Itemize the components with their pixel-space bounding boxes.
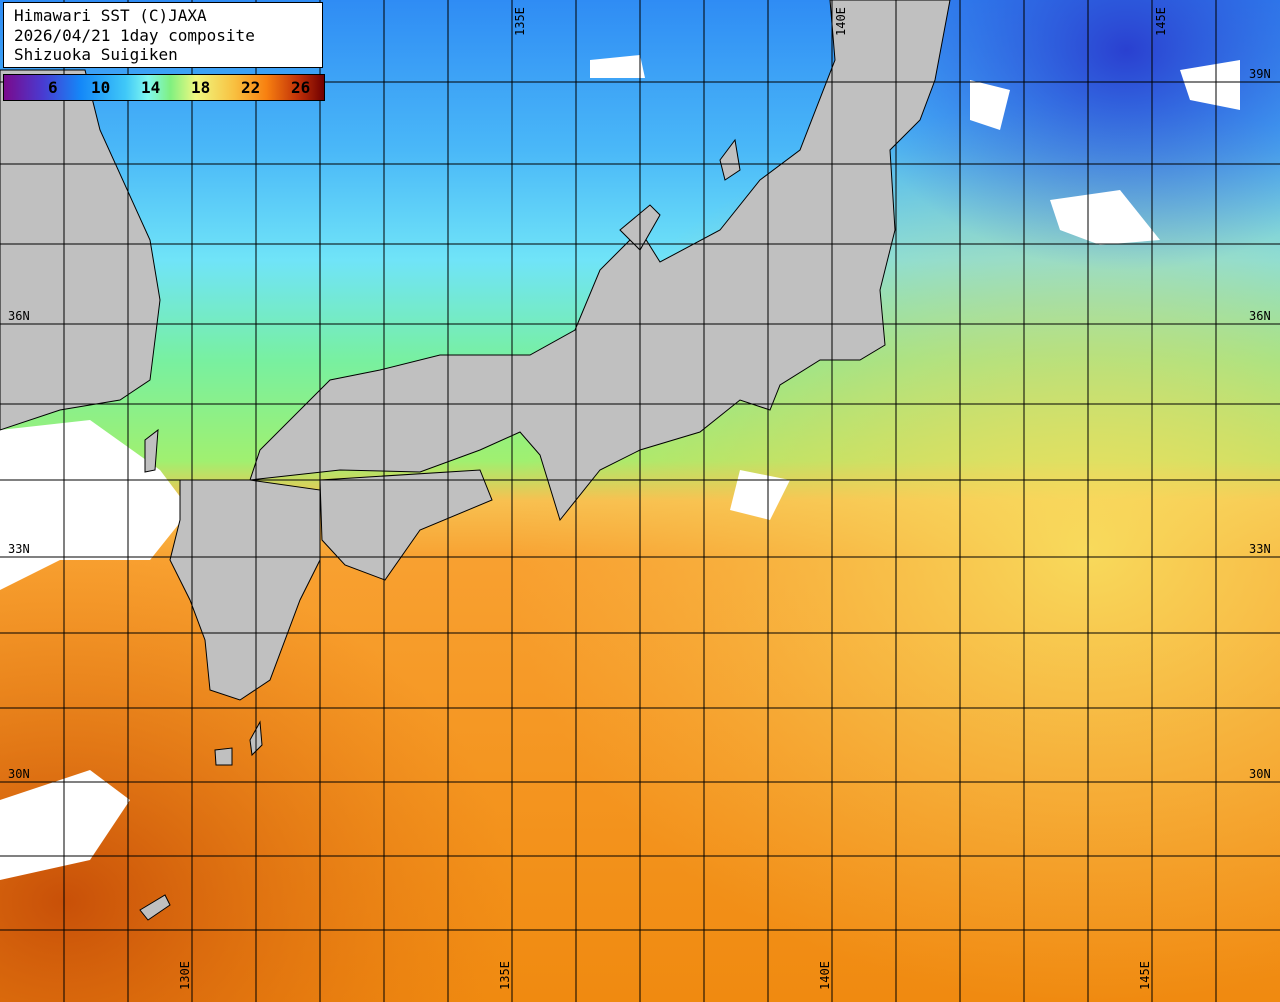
lon-label-135e-bottom: 135E (498, 961, 512, 990)
title-box: Himawari SST (C)JAXA 2026/04/21 1day com… (3, 2, 323, 68)
longitude-labels: 135E 140E 145E 130E 135E 140E 145E (178, 7, 1168, 990)
colorbar-tick: 26 (291, 78, 311, 97)
title-line-date: 2026/04/21 1day composite (14, 25, 255, 45)
temperature-colorbar: 6 10 14 18 22 26 (3, 74, 325, 101)
lon-label-140e-top: 140E (834, 7, 848, 36)
land-tsushima (144, 428, 159, 473)
latitude-labels: 39N 36N 36N 33N 33N 30N 30N (8, 67, 1271, 781)
lat-label-30n-left: 30N (8, 767, 30, 781)
lat-label-33n-left: 33N (8, 542, 30, 556)
lon-label-145e-top: 145E (1154, 7, 1168, 36)
lon-label-140e-bottom: 140E (818, 961, 832, 990)
title-line-org: Shizuoka Suigiken (14, 45, 178, 64)
land-amami (139, 894, 171, 921)
lon-label-130e-bottom: 130E (178, 961, 192, 990)
lat-label-30n-right: 30N (1249, 767, 1271, 781)
lat-label-39n-right: 39N (1249, 67, 1271, 81)
land-shikoku (319, 469, 493, 581)
lat-label-36n-left: 36N (8, 309, 30, 323)
lon-label-145e-bottom: 145E (1138, 961, 1152, 990)
colorbar-tick: 18 (191, 78, 211, 97)
land (0, 0, 951, 921)
cloud-mask (0, 55, 1240, 880)
colorbar-tick: 14 (141, 78, 161, 97)
colorbar-tick: 22 (241, 78, 261, 97)
colorbar-tick: 6 (48, 78, 58, 97)
land-sado (719, 138, 741, 181)
lon-label-135e-top: 135E (513, 7, 527, 36)
lat-label-36n-right: 36N (1249, 309, 1271, 323)
lat-label-33n-right: 33N (1249, 542, 1271, 556)
land-yakushima (214, 747, 233, 766)
title-line-source: Himawari SST (C)JAXA (14, 6, 207, 25)
colorbar-tick: 10 (91, 78, 111, 97)
